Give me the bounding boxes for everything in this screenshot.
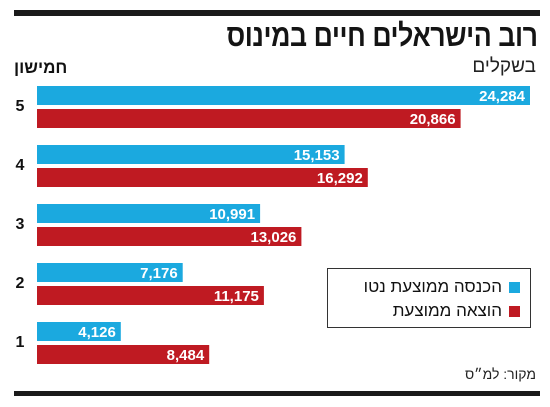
bar-expense (37, 109, 461, 128)
legend-item-expense: הוצאה ממוצעת (393, 301, 520, 321)
top-rule (14, 10, 540, 16)
data-label-income: 15,153 (294, 147, 340, 164)
source-note: מקור: למ״ס (464, 366, 536, 382)
legend-item-income: הכנסה ממוצעת נטו (364, 277, 520, 297)
bar-expense (37, 345, 210, 364)
quintile-label: 2 (16, 275, 25, 292)
data-label-expense: 8,484 (167, 347, 205, 364)
legend-swatch-expense (509, 305, 520, 317)
quintile-label: 3 (16, 216, 25, 233)
data-label-expense: 20,866 (410, 111, 456, 128)
legend: הכנסה ממוצעת נטו הוצאה ממוצעת (327, 268, 531, 328)
bar-expense (37, 168, 368, 187)
data-label-expense: 16,292 (317, 170, 363, 187)
bar-expense (37, 286, 264, 305)
quintile-label: 1 (16, 334, 25, 351)
data-label-income: 10,991 (209, 206, 255, 223)
chart-title: רוב הישראלים חיים במינוס (227, 18, 538, 53)
data-label-income: 24,284 (479, 88, 526, 105)
bar-income (37, 263, 183, 282)
quintile-label: 5 (16, 98, 25, 115)
data-label-expense: 11,175 (214, 288, 259, 305)
bar-income (37, 145, 345, 164)
bottom-rule (14, 391, 540, 396)
bar-income (37, 322, 121, 341)
data-label-income: 7,176 (140, 265, 178, 282)
bar-income (37, 204, 261, 223)
legend-label-income: הכנסה ממוצעת נטו (363, 277, 502, 296)
quintile-axis-label: חמישון (14, 58, 68, 77)
legend-label-expense: הוצאה ממוצעת (392, 301, 502, 320)
bar-expense (37, 227, 302, 246)
data-label-expense: 13,026 (251, 229, 297, 246)
chart-subtitle: בשקלים (472, 56, 536, 77)
bar-income (37, 86, 530, 105)
data-label-income: 4,126 (78, 324, 116, 341)
quintile-label: 4 (16, 157, 25, 174)
legend-swatch-income (509, 281, 520, 293)
